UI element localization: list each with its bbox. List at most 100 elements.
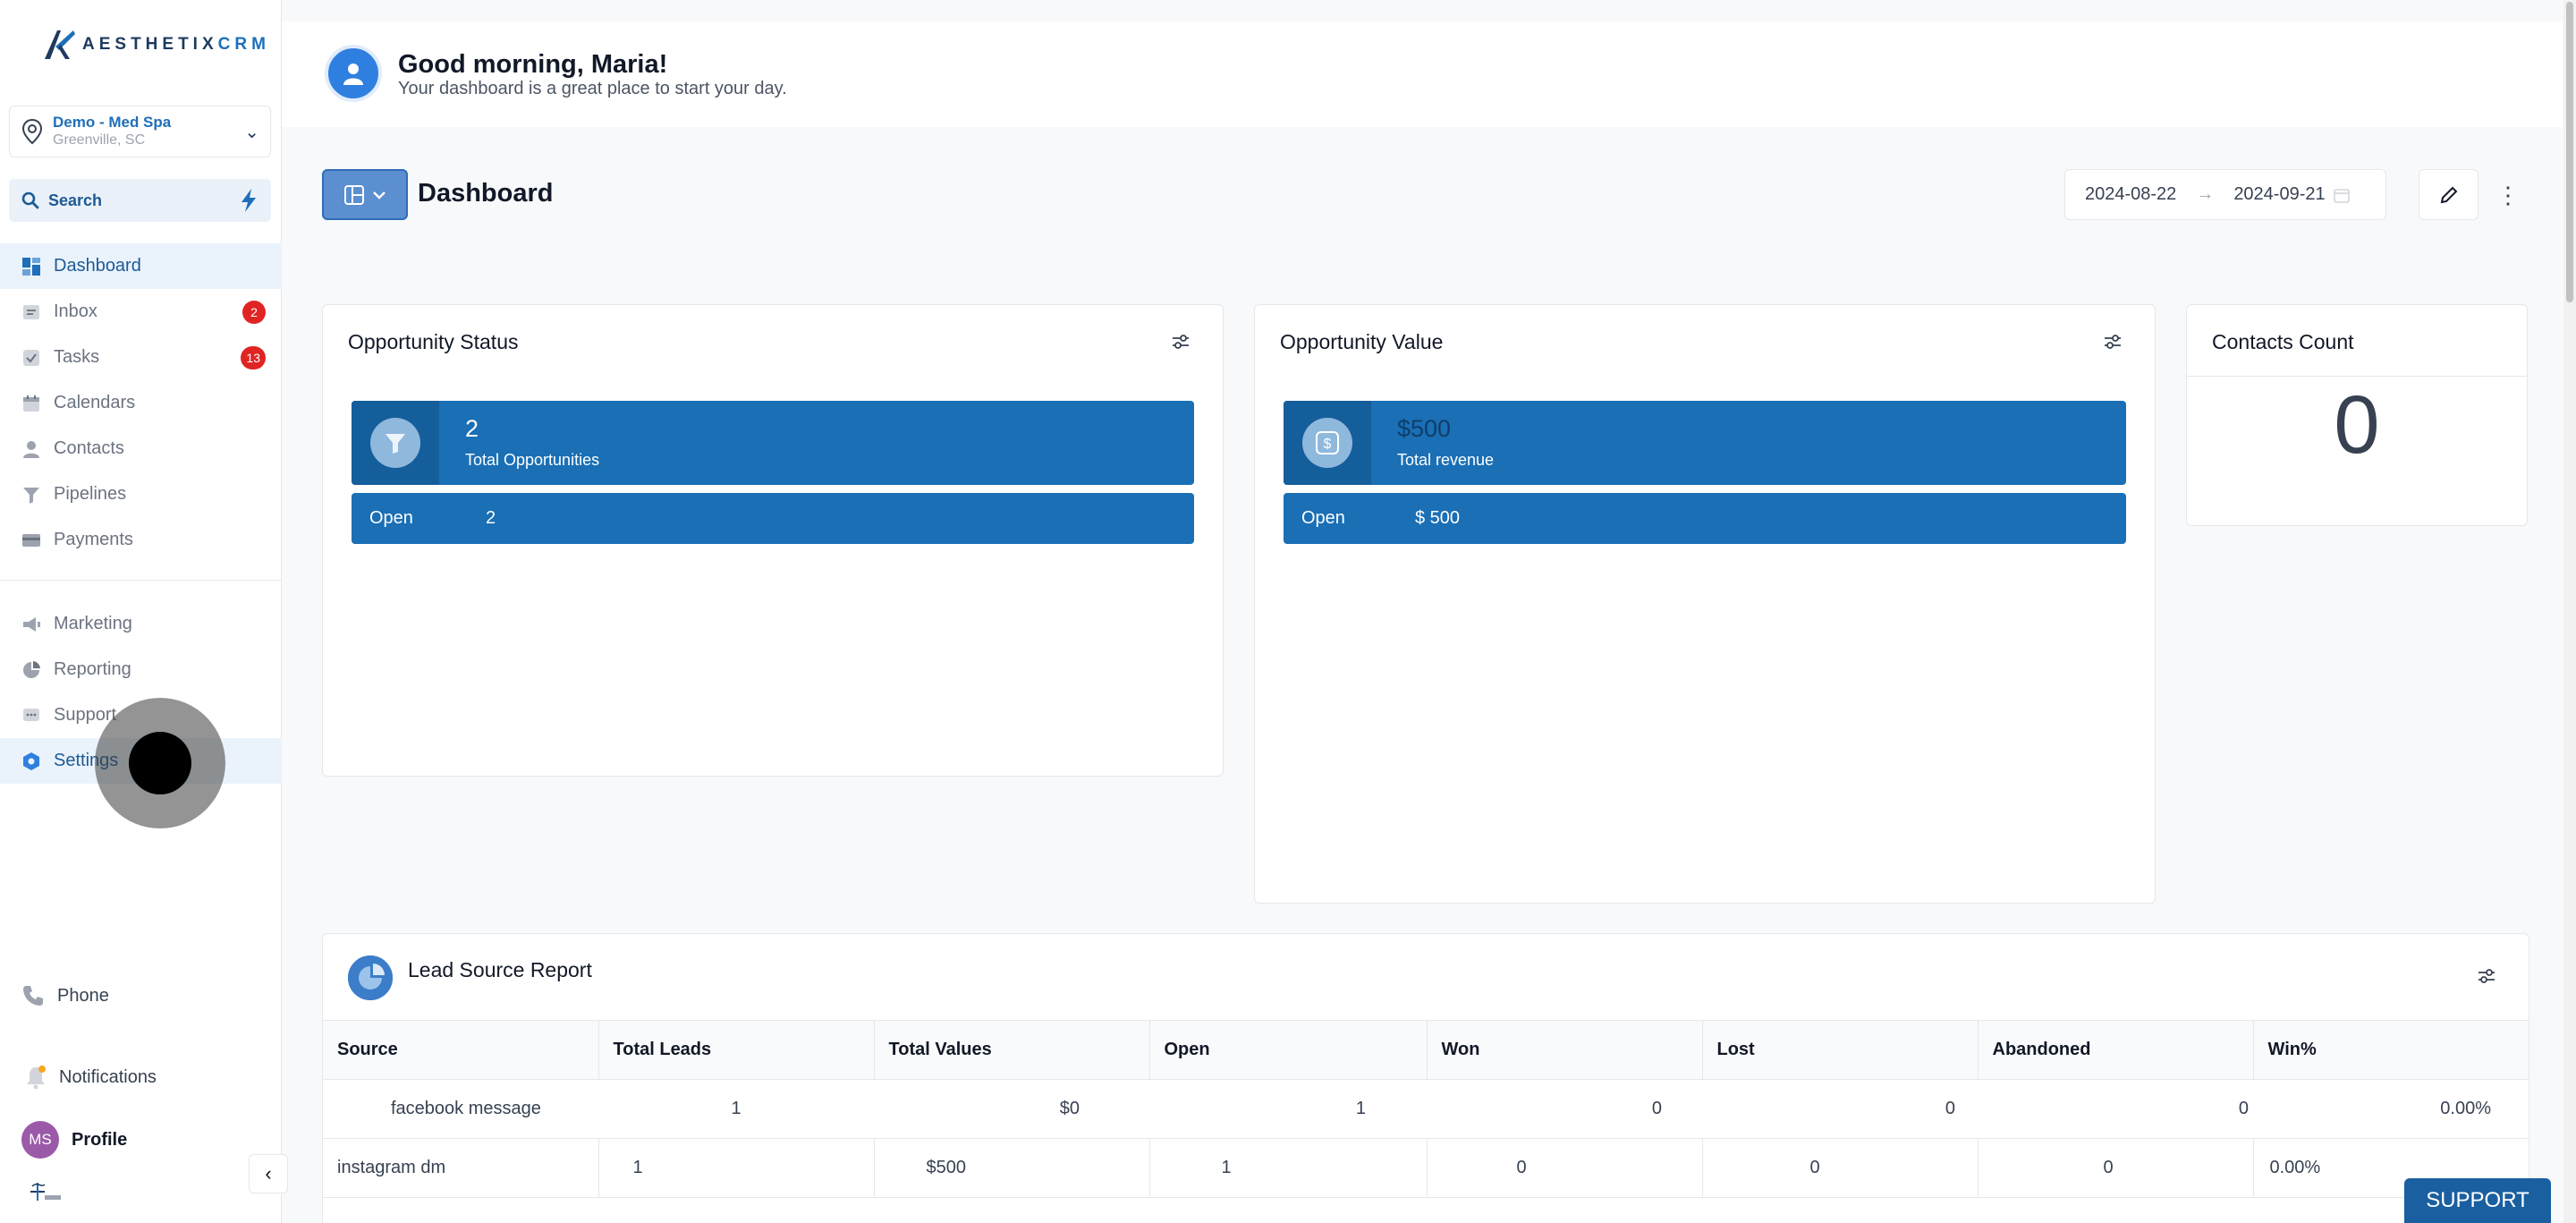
column-header[interactable]: Abandoned (1978, 1020, 2254, 1080)
calendar-icon (23, 395, 39, 412)
sidebar-item-label: Inbox (54, 302, 97, 321)
open-revenue-bar[interactable]: Open $ 500 (1284, 493, 2126, 544)
column-header[interactable]: Won (1427, 1020, 1703, 1080)
inbox-count-badge: 2 (242, 300, 266, 324)
date-to[interactable]: 2024-09-21 (2233, 184, 2326, 204)
phone-icon (23, 986, 43, 1006)
column-header[interactable]: Open (1149, 1020, 1428, 1080)
sidebar-item-support[interactable]: Support (0, 692, 282, 738)
location-switcher[interactable]: Demo - Med Spa Greenville, SC ⌄ (9, 106, 271, 157)
table-header-row: Source Total Leads Total Values Open Won… (323, 1020, 2529, 1080)
user-avatar[interactable] (325, 45, 382, 102)
card-header: Contacts Count (2187, 305, 2527, 377)
table-cell: $500 (874, 1138, 1150, 1198)
sidebar-item-contacts[interactable]: Contacts (0, 426, 282, 471)
sidebar: AESTHETIXCRM Demo - Med Spa Greenville, … (0, 0, 282, 1223)
sidebar-divider (0, 580, 282, 581)
app-logo[interactable]: AESTHETIXCRM (41, 25, 270, 64)
sidebar-item-label: Calendars (54, 393, 136, 412)
reporting-icon (23, 660, 40, 678)
date-from[interactable]: 2024-08-22 (2085, 184, 2177, 204)
search-icon (21, 191, 39, 209)
calendar-icon (2334, 188, 2351, 203)
sidebar-item-payments[interactable]: Payments (0, 517, 282, 563)
chevron-down-icon (373, 191, 386, 200)
user-icon (343, 64, 363, 85)
sidebar-item-marketing[interactable]: Marketing (0, 601, 282, 647)
table-cell: 1 (1149, 1138, 1428, 1198)
funnel-icon (386, 434, 405, 454)
inbox-icon (23, 304, 39, 319)
column-header[interactable]: Win% (2253, 1020, 2529, 1080)
arrow-right-icon: → (2196, 184, 2215, 204)
cursor-pointer (129, 732, 191, 794)
sidebar-item-label: Pipelines (54, 484, 127, 504)
more-options-icon[interactable]: ⋮ (2496, 181, 2520, 208)
profile-button[interactable]: MS Profile (21, 1121, 127, 1159)
greeting-header: Good morning, Maria! Your dashboard is a… (282, 21, 2563, 127)
payments-icon (22, 533, 40, 547)
pipelines-icon (23, 487, 39, 504)
notifications-button[interactable]: Notifications (25, 1065, 157, 1090)
column-header[interactable]: Total Leads (598, 1020, 875, 1080)
notifications-label: Notifications (59, 1066, 157, 1087)
open-label: Open (1301, 508, 1345, 528)
table-cell: 0.00% (2253, 1079, 2529, 1139)
filter-icon[interactable] (2103, 332, 2123, 352)
total-opportunities-bar[interactable]: 2 Total Opportunities (352, 401, 1194, 485)
table-row[interactable]: facebook message 1 $0 1 0 0 0 0.00% (323, 1079, 2529, 1139)
tasks-count-badge: 13 (241, 345, 266, 369)
filter-icon[interactable] (2477, 966, 2496, 986)
opportunity-status-card: Opportunity Status 2 Total Opportunities… (322, 304, 1224, 777)
sidebar-item-reporting[interactable]: Reporting (0, 647, 282, 692)
phone-label: Phone (57, 985, 109, 1006)
greeting-title: Good morning, Maria! (398, 50, 668, 79)
support-icon (23, 708, 39, 721)
table-cell: 0 (1702, 1138, 1979, 1198)
table-cell: 0 (1702, 1079, 1978, 1139)
table-row[interactable]: instagram dm 1 $500 1 0 0 0 0.00% (323, 1138, 2529, 1198)
dollar-icon: $ (1316, 431, 1339, 454)
logo-text: AESTHETIXCRM (82, 35, 270, 54)
tasks-icon (23, 349, 39, 366)
table-cell: 1 (598, 1138, 875, 1198)
column-header[interactable]: Source (323, 1020, 599, 1080)
filter-icon[interactable] (1171, 332, 1191, 352)
sidebar-item-inbox[interactable]: Inbox 2 (0, 289, 282, 335)
dashboard-switcher-button[interactable] (322, 169, 408, 220)
edit-dashboard-button[interactable] (2419, 169, 2479, 220)
settings-icon (23, 752, 39, 770)
open-opportunities-bar[interactable]: Open 2 (352, 493, 1194, 544)
sidebar-item-tasks[interactable]: Tasks 13 (0, 335, 282, 380)
page-scrollbar[interactable] (2563, 0, 2576, 1223)
table-cell: 1 (598, 1079, 874, 1139)
logo-icon (45, 30, 75, 59)
lightning-icon[interactable] (239, 188, 258, 213)
table-cell: 0 (1978, 1138, 2254, 1198)
sidebar-item-dashboard[interactable]: Dashboard (0, 243, 282, 289)
brand-logo-icon (30, 1183, 61, 1201)
sidebar-item-pipelines[interactable]: Pipelines (0, 471, 282, 517)
open-value: $ 500 (1415, 508, 1461, 528)
phone-button[interactable]: Phone (21, 984, 109, 1007)
date-range-picker[interactable]: 2024-08-22 → 2024-09-21 (2064, 169, 2386, 220)
sidebar-item-calendars[interactable]: Calendars (0, 380, 282, 426)
support-button[interactable]: SUPPORT (2404, 1178, 2551, 1223)
card-title: Lead Source Report (408, 958, 592, 981)
brand-mini-logo (27, 1179, 63, 1204)
total-opportunities-value: 2 (465, 415, 479, 442)
card-title: Opportunity Status (348, 330, 519, 353)
lead-source-table: Source Total Leads Total Values Open Won… (323, 1020, 2529, 1198)
column-header[interactable]: Total Values (874, 1020, 1150, 1080)
search-button[interactable]: Search (9, 179, 271, 222)
chevron-left-icon: ‹ (265, 1162, 272, 1185)
pencil-icon (2440, 186, 2457, 203)
contacts-icon (23, 440, 39, 458)
contacts-count-value: 0 (2334, 378, 2380, 471)
collapse-sidebar-button[interactable]: ‹ (249, 1154, 288, 1193)
marketing-icon (23, 616, 40, 632)
column-header[interactable]: Lost (1702, 1020, 1979, 1080)
total-revenue-bar[interactable]: $ $500 Total revenue (1284, 401, 2126, 485)
scrollbar-thumb[interactable] (2566, 2, 2573, 302)
sidebar-item-label: Dashboard (54, 256, 141, 276)
